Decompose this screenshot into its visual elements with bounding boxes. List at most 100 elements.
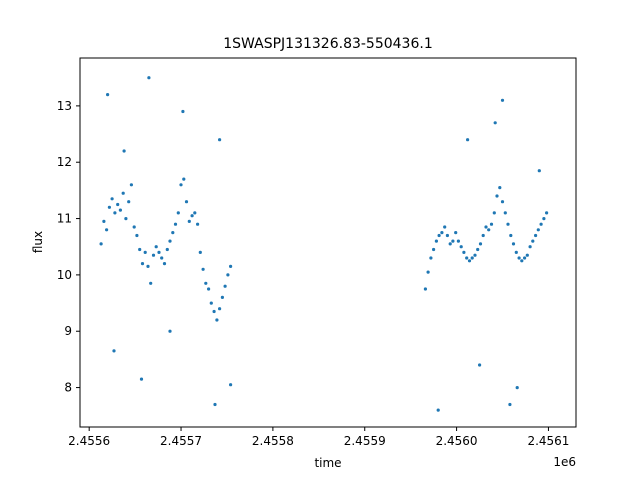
data-point [190, 214, 194, 218]
data-point [503, 211, 507, 215]
data-point [506, 222, 510, 226]
data-point [536, 228, 540, 232]
data-point [105, 228, 109, 232]
x-axis: 2.4556 2.4557 2.4558 2.4559 2.4560 2.4561 [68, 427, 569, 448]
data-point [508, 402, 512, 407]
data-point [139, 377, 144, 381]
data-point [484, 225, 488, 229]
data-point [451, 239, 455, 243]
data-point [466, 138, 470, 142]
y-tick-label: 11 [57, 212, 72, 226]
plot-area-frame [79, 57, 577, 428]
data-point [129, 183, 133, 187]
data-point [162, 262, 167, 266]
x-axis-offset-label: 1e6 [553, 455, 576, 469]
data-point [147, 76, 151, 80]
data-point [229, 383, 233, 387]
data-point [542, 217, 546, 221]
y-tick-label: 12 [57, 155, 72, 169]
data-point [525, 253, 529, 257]
data-point [135, 233, 139, 238]
data-point [207, 287, 211, 291]
data-point [213, 402, 217, 407]
data-point [201, 267, 205, 271]
data-point [437, 233, 441, 238]
data-point [187, 219, 191, 223]
data-point [116, 202, 120, 207]
data-point [113, 211, 117, 215]
data-point [138, 247, 142, 252]
data-point [149, 281, 153, 285]
data-point [122, 149, 126, 153]
data-point [473, 253, 477, 257]
data-point [487, 228, 491, 232]
data-point [537, 169, 541, 173]
data-point [196, 222, 200, 226]
data-point [493, 121, 497, 125]
y-axis-label: flux [31, 231, 45, 253]
data-point [531, 239, 535, 243]
y-tick-label: 9 [64, 324, 72, 338]
data-point [492, 211, 496, 215]
data-point [181, 109, 185, 114]
data-point [454, 231, 458, 235]
data-points [99, 76, 549, 412]
data-point [107, 205, 111, 209]
x-tick-label: 2.4556 [68, 434, 110, 448]
data-point [467, 259, 472, 263]
data-point [209, 301, 213, 305]
data-point [426, 270, 430, 274]
data-point [121, 191, 125, 195]
data-point [528, 245, 532, 249]
x-tick-label: 2.4561 [527, 434, 569, 448]
data-point [106, 93, 110, 97]
data-point [481, 233, 485, 238]
data-point [478, 363, 482, 367]
y-axis: 8 9 10 11 12 13 [57, 99, 80, 395]
data-point [204, 281, 208, 285]
data-point [124, 217, 128, 221]
data-point [489, 222, 494, 226]
data-point [539, 222, 543, 226]
data-point [465, 256, 469, 260]
data-point [509, 233, 513, 238]
data-point [176, 211, 180, 215]
data-point [498, 186, 502, 190]
data-point [160, 256, 164, 260]
x-tick-label: 2.4559 [344, 434, 386, 448]
data-point [112, 349, 116, 353]
data-point [478, 242, 483, 246]
data-point [514, 250, 518, 254]
data-point [226, 273, 230, 277]
data-point [456, 239, 460, 243]
data-point [215, 318, 219, 322]
data-point [523, 256, 527, 260]
data-point [470, 256, 474, 260]
data-point [218, 307, 222, 311]
data-point [220, 295, 224, 299]
data-point [127, 200, 131, 204]
data-point [500, 200, 505, 204]
data-point [118, 208, 122, 212]
data-point [140, 262, 145, 266]
chart-title: 1SWASPJ131326.83-550436.1 [223, 36, 432, 52]
data-point [143, 250, 147, 254]
data-point [173, 222, 178, 226]
data-point [440, 231, 444, 235]
x-tick-label: 2.4558 [252, 434, 294, 448]
data-point [511, 242, 516, 246]
data-point [179, 183, 183, 187]
data-point [476, 247, 480, 252]
data-point [429, 256, 433, 260]
data-point [165, 247, 169, 252]
data-point [436, 408, 440, 412]
data-point [110, 197, 114, 201]
data-point [146, 264, 150, 268]
data-point [520, 259, 524, 263]
data-point [223, 284, 227, 288]
data-point [212, 309, 216, 314]
data-point [168, 329, 172, 333]
data-point [448, 242, 452, 246]
x-tick-label: 2.4560 [436, 434, 478, 448]
